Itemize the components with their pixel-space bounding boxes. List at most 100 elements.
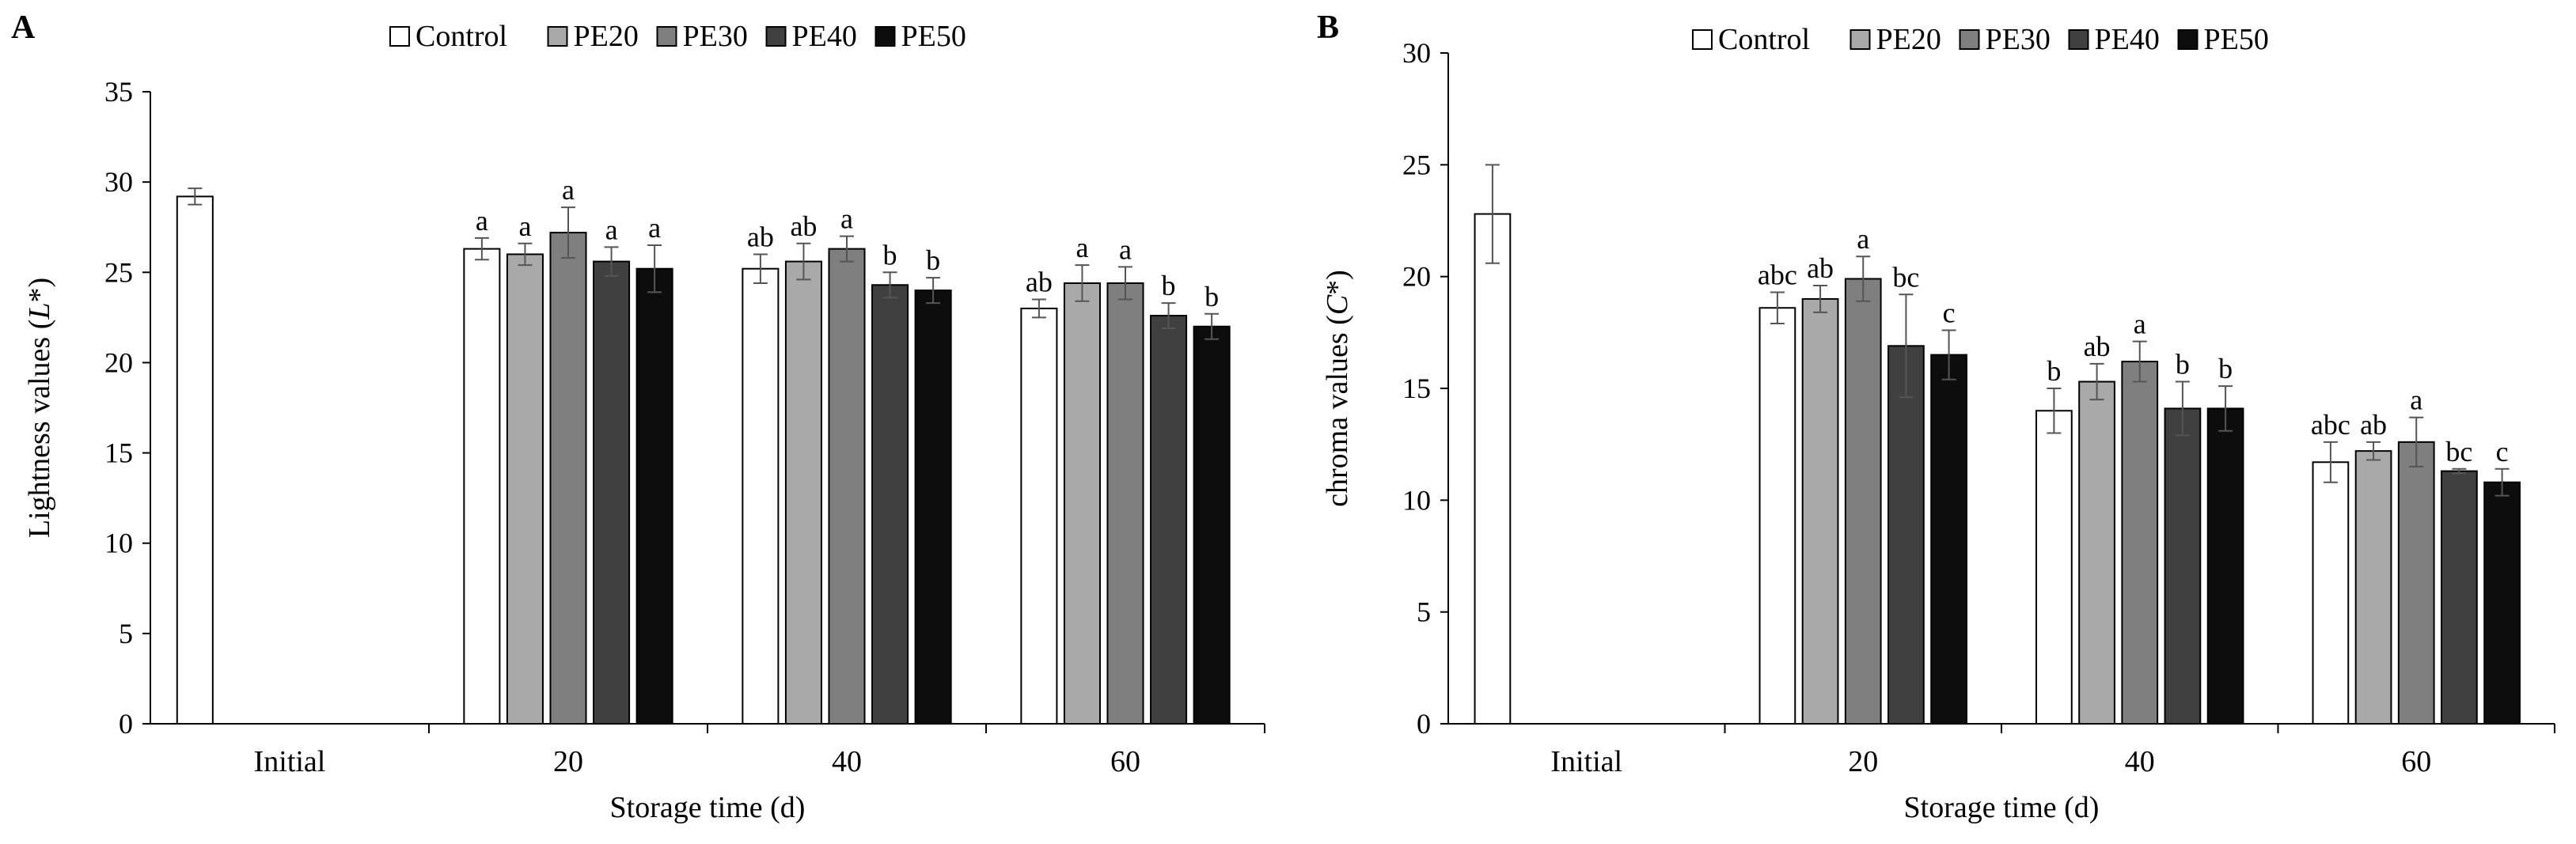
y-tick-label: 15: [1402, 373, 1431, 404]
legend-swatch-pe50: [2177, 29, 2199, 50]
bar-control: [2312, 461, 2350, 725]
legend-swatch-pe40: [765, 26, 787, 47]
legend-label: PE40: [2095, 23, 2160, 56]
bar-pe40: [593, 260, 631, 725]
y-tick-label: 20: [1402, 261, 1431, 293]
legend-swatch-pe50: [874, 26, 896, 47]
significance-label: a: [476, 205, 488, 237]
bar-pe30: [828, 248, 866, 725]
x-axis-title: Storage time (d): [1904, 791, 2100, 824]
significance-label: a: [562, 174, 575, 206]
y-tick-label: 25: [104, 256, 133, 288]
significance-label: b: [883, 239, 897, 271]
bar-control: [1020, 307, 1058, 725]
bar-pe40: [1887, 345, 1925, 725]
legend-label: Control: [415, 20, 507, 53]
significance-label: c: [2496, 436, 2509, 467]
y-tick-label: 35: [104, 76, 133, 108]
y-tick-label: 0: [119, 708, 133, 740]
y-tick-label: 30: [104, 166, 133, 198]
significance-label: b: [1205, 281, 1219, 312]
x-axis-title: Storage time (d): [610, 791, 806, 824]
y-tick-label: 0: [1417, 708, 1431, 740]
bar-pe50: [1930, 354, 1967, 725]
panel-label: B: [1317, 9, 1339, 46]
significance-label: b: [2218, 353, 2233, 384]
x-tick-label: 20: [1848, 745, 1878, 778]
bar-pe20: [1801, 297, 1839, 725]
bar-pe30: [2121, 361, 2159, 725]
legend-swatch-pe30: [656, 26, 677, 47]
significance-label: c: [1943, 297, 1956, 329]
significance-label: abc: [2311, 409, 2350, 441]
legend-label: PE30: [683, 20, 748, 53]
x-tick-label: 60: [2401, 745, 2431, 778]
chart-panel-b: B 0 5 10 15 20 25 30 chroma values (C*) Initial 20…: [1317, 9, 2555, 824]
bar-pe20: [1063, 282, 1101, 725]
x-tick-label: 40: [2125, 745, 2155, 778]
y-tick-label: 15: [104, 437, 133, 469]
bar-pe40: [871, 284, 909, 725]
significance-label: a: [2134, 308, 2146, 340]
legend-swatch-pe20: [547, 26, 568, 47]
chart-panel-a: A 0 5 10 15 20 25 30 35 Lightness values (L*) Init…: [11, 9, 1265, 824]
significance-label: a: [840, 203, 853, 235]
significance-label: bc: [1892, 261, 1919, 293]
significance-label: ab: [2360, 409, 2387, 441]
y-axis-title: chroma values (C*): [1321, 270, 1354, 507]
bar-pe40: [2441, 470, 2478, 725]
significance-label: ab: [1807, 252, 1834, 284]
significance-label: a: [605, 214, 618, 245]
bar-pe50: [2483, 481, 2521, 725]
bar-pe30: [2397, 441, 2435, 725]
significance-label: b: [2176, 349, 2190, 380]
y-tick-label: 10: [1402, 484, 1431, 516]
x-tick-label: 60: [1110, 745, 1140, 778]
significance-label: a: [1076, 232, 1088, 263]
bar-pe20: [2078, 380, 2115, 725]
legend-label: PE20: [574, 20, 639, 53]
x-tick-label: 20: [553, 745, 583, 778]
bar-pe50: [914, 290, 952, 725]
y-tick-label: 30: [1402, 37, 1431, 69]
legend-label: PE50: [901, 20, 966, 53]
legend-swatch-control: [1692, 29, 1713, 50]
significance-label: ab: [747, 221, 774, 252]
significance-label: ab: [2084, 331, 2111, 362]
bar-pe20: [2354, 450, 2392, 725]
legend-label: PE30: [1986, 23, 2051, 56]
bar-pe50: [1193, 325, 1231, 725]
legend-label: PE50: [2204, 23, 2269, 56]
y-tick-label: 5: [1417, 596, 1431, 628]
x-tick-label: Initial: [254, 745, 326, 778]
legend-swatch-control: [389, 26, 410, 47]
significance-label: ab: [1026, 267, 1053, 298]
y-axis-title: Lightness values (L*): [23, 278, 56, 538]
significance-label: a: [648, 212, 661, 244]
significance-label: b: [2047, 355, 2061, 387]
bar-control: [2035, 410, 2073, 725]
bar-pe40: [2164, 407, 2202, 725]
significance-label: a: [518, 210, 531, 242]
bar-pe20: [784, 260, 822, 725]
y-tick-label: 5: [119, 618, 133, 649]
bar-pe30: [549, 232, 587, 725]
significance-label: a: [1857, 223, 1869, 255]
bar-pe30: [1106, 282, 1144, 725]
y-tick-label: 20: [104, 346, 133, 378]
legend-label: PE20: [1876, 23, 1941, 56]
bar-pe20: [506, 253, 544, 725]
x-tick-label: 40: [832, 745, 862, 778]
bar-pe30: [1844, 278, 1882, 725]
significance-label: ab: [790, 210, 817, 242]
x-tick-label: Initial: [1550, 745, 1622, 778]
significance-label: abc: [1758, 259, 1797, 290]
legend-swatch-pe40: [2068, 29, 2089, 50]
significance-label: b: [1162, 270, 1176, 301]
bar-control: [463, 248, 501, 725]
legend-swatch-pe20: [1849, 29, 1871, 50]
legend-swatch-pe30: [1959, 29, 1980, 50]
y-tick-label: 25: [1402, 149, 1431, 180]
y-tick-label: 10: [104, 528, 133, 559]
